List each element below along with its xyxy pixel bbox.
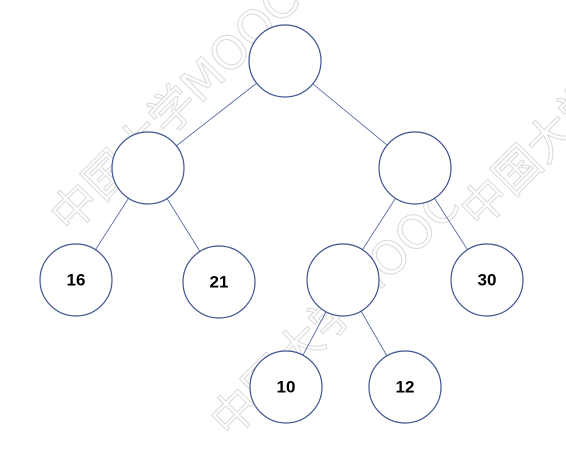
tree-node-right-right: 30	[450, 243, 524, 317]
node-label: 16	[67, 271, 86, 290]
node-circle	[111, 131, 185, 205]
tree-node-right-left	[306, 243, 380, 317]
node-circle	[39, 243, 113, 317]
tree-node-right-left-left: 10	[249, 350, 323, 424]
node-circle	[248, 24, 322, 98]
node-label: 30	[478, 271, 497, 290]
node-circle	[378, 131, 452, 205]
tree-node-left-left: 16	[39, 243, 113, 317]
node-circle	[249, 350, 323, 424]
watermark-text-3: 中国大学MOOC	[450, 0, 566, 238]
tree-nodes: 16 21 30 10 12	[39, 24, 524, 424]
node-circle	[182, 245, 256, 319]
tree-node-root	[248, 24, 322, 98]
node-label: 10	[277, 378, 296, 397]
node-circle	[306, 243, 380, 317]
node-circle	[450, 243, 524, 317]
node-label: 21	[210, 273, 229, 292]
node-circle	[368, 350, 442, 424]
node-label: 12	[396, 378, 415, 397]
tree-node-right	[378, 131, 452, 205]
tree-node-right-left-right: 12	[368, 350, 442, 424]
tree-node-left	[111, 131, 185, 205]
tree-node-left-right: 21	[182, 245, 256, 319]
